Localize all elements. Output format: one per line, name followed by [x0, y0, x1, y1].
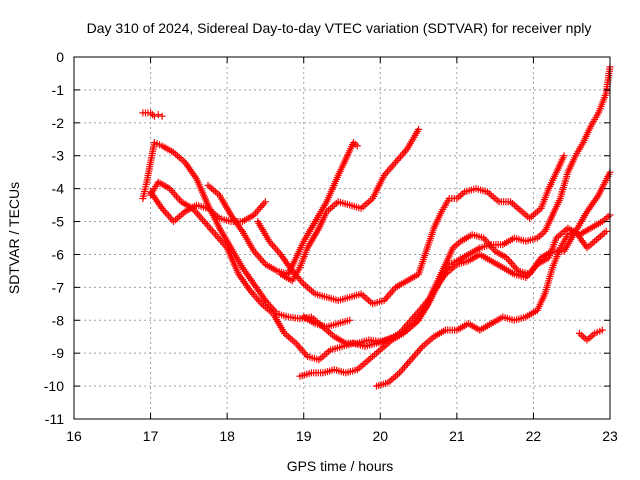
- y-tick-label: -6: [52, 246, 65, 262]
- series-trace-h: [300, 313, 354, 331]
- data-point: [598, 326, 606, 334]
- data-point: [346, 316, 354, 324]
- x-tick-label: 21: [449, 428, 465, 444]
- x-tick-label: 23: [602, 428, 618, 444]
- y-tick-label: -8: [52, 312, 65, 328]
- x-tick-label: 17: [143, 428, 159, 444]
- grid-layer: [74, 57, 610, 419]
- chart-title: Day 310 of 2024, Sidereal Day-to-day VTE…: [87, 20, 592, 36]
- x-tick-label: 20: [372, 428, 388, 444]
- y-tick-label: -1: [52, 82, 65, 98]
- data-point: [353, 142, 361, 150]
- data-point: [150, 112, 158, 120]
- series-trace-d: [147, 188, 269, 225]
- data-point: [602, 227, 610, 235]
- series-trace-a: [139, 109, 166, 120]
- y-axis-label: SDTVAR / TECUs: [6, 182, 22, 294]
- series-trace-f: [254, 152, 568, 308]
- y-tick-label: -9: [52, 345, 65, 361]
- y-axis: 0 -1 -2 -3 -4 -5 -6 -7 -8 -9 -10 -11: [44, 49, 610, 427]
- x-tick-label: 19: [296, 428, 312, 444]
- y-tick-label: 0: [56, 49, 64, 65]
- series-trace-j: [373, 227, 610, 390]
- x-axis: 16 17 18 19 20 21 22 23: [66, 57, 618, 444]
- marks-layer: [139, 63, 614, 390]
- data-point: [415, 125, 423, 133]
- y-tick-label: -2: [52, 115, 65, 131]
- y-tick-label: -10: [44, 378, 64, 394]
- y-tick-label: -4: [52, 181, 65, 197]
- data-point: [158, 112, 166, 120]
- data-point: [560, 152, 568, 160]
- data-point: [261, 198, 269, 206]
- data-point: [154, 111, 162, 119]
- x-tick-label: 16: [66, 428, 82, 444]
- series-trace-e: [204, 139, 361, 278]
- series-trace-k: [575, 326, 606, 344]
- y-tick-label: -11: [45, 411, 64, 427]
- y-tick-label: -7: [52, 279, 65, 295]
- x-axis-label: GPS time / hours: [287, 458, 394, 474]
- y-tick-label: -5: [52, 214, 65, 230]
- series-trace-i: [296, 211, 614, 380]
- x-tick-label: 18: [219, 428, 235, 444]
- plot-frame: [73, 56, 611, 420]
- series-trace-g: [277, 125, 423, 285]
- y-tick-label: -3: [52, 148, 65, 164]
- x-tick-label: 22: [526, 428, 542, 444]
